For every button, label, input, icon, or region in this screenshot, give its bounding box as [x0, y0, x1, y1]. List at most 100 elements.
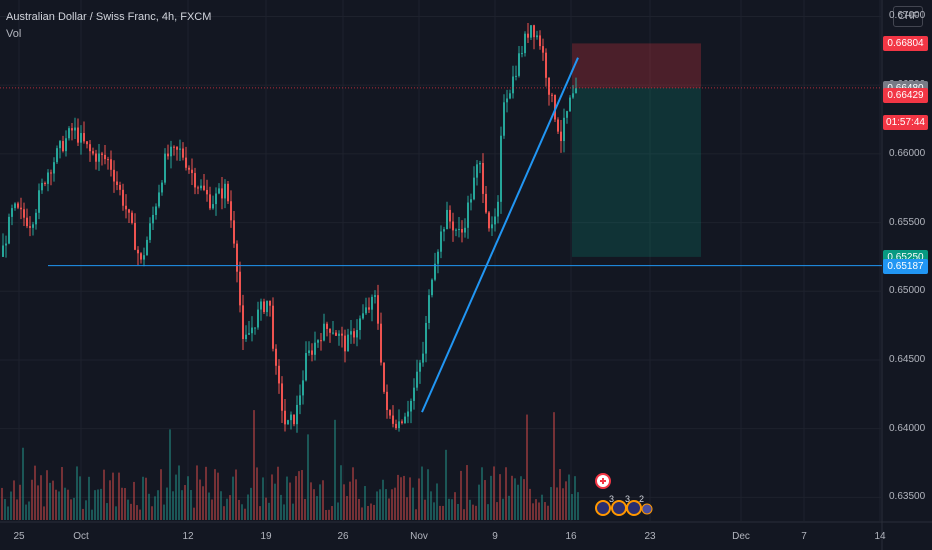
candle-body [425, 322, 427, 354]
candle-body [26, 217, 28, 227]
candle-body [41, 182, 43, 191]
candle-body [116, 181, 118, 185]
x-tick-label: 23 [644, 531, 656, 542]
volume-indicator-label[interactable]: Vol [6, 28, 22, 40]
volume-bar [169, 429, 171, 520]
volume-bar [241, 504, 243, 520]
candle-body [449, 209, 451, 222]
volume-bar [244, 508, 246, 520]
volume-bar [250, 487, 252, 520]
candle-body [74, 127, 76, 131]
volume-bar [574, 476, 576, 520]
candle-body [560, 131, 562, 142]
volume-bar [490, 475, 492, 520]
candle-body [356, 329, 358, 338]
volume-bar [226, 498, 228, 520]
candle-body [557, 119, 559, 132]
volume-bar [388, 498, 390, 520]
candle-body [299, 395, 301, 405]
candle-body [80, 133, 82, 143]
volume-bar [346, 496, 348, 520]
candle-body [530, 25, 532, 38]
volume-bar [97, 489, 99, 520]
volume-bar [64, 487, 66, 520]
candle-body [317, 340, 319, 343]
candle-body [260, 301, 262, 310]
candle-body [275, 348, 277, 366]
candle-body [539, 35, 541, 47]
volume-bar [358, 498, 360, 520]
candle-body [566, 111, 568, 118]
candle-body [38, 190, 40, 213]
candle-body [488, 212, 490, 229]
volume-bar [472, 504, 474, 520]
x-tick-label: 7 [801, 531, 807, 542]
candle-body [422, 353, 424, 363]
volume-bar [352, 467, 354, 520]
volume-bar [103, 469, 105, 520]
currency-button[interactable]: CHF [893, 6, 923, 27]
volume-bar [364, 486, 366, 520]
candle-body [119, 184, 121, 190]
candle-body [296, 404, 298, 425]
candle-body [101, 153, 103, 155]
candle-body [338, 333, 340, 336]
volume-bar [313, 489, 315, 520]
candle-body [200, 185, 202, 189]
volume-bar [259, 506, 261, 520]
volume-bar [22, 447, 24, 520]
y-tick-label: 0.66000 [889, 147, 926, 159]
volume-bar [331, 506, 333, 520]
candle-body [32, 224, 34, 228]
volume-bar [568, 474, 570, 520]
y-tick-label: 0.64000 [889, 422, 926, 434]
volume-bar [265, 497, 267, 520]
volume-bar [145, 477, 147, 520]
candle-body [68, 128, 70, 139]
volume-bar [529, 488, 531, 520]
volume-bar [343, 484, 345, 520]
volume-bar [154, 496, 156, 520]
candle-body [404, 416, 406, 424]
candle-body [254, 327, 256, 329]
volume-bar [550, 487, 552, 520]
volume-bar [439, 505, 441, 520]
candle-body [452, 221, 454, 231]
x-tick-label: 26 [337, 531, 349, 542]
candle-body [92, 151, 94, 154]
candle-body [170, 146, 172, 157]
candle-body [362, 313, 364, 319]
x-tick-label: Dec [732, 531, 750, 542]
volume-bar [211, 499, 213, 520]
candle-body [437, 251, 439, 264]
candle-body [236, 243, 238, 272]
volume-bar [556, 487, 558, 520]
volume-bar [514, 478, 516, 520]
volume-bar [400, 477, 402, 520]
candle-body [155, 206, 157, 215]
candle-body [245, 334, 247, 340]
volume-bar [205, 466, 207, 520]
candle-body [407, 411, 409, 417]
candle-body [71, 128, 73, 131]
candle-body [233, 220, 235, 244]
volume-bar [532, 503, 534, 520]
candle-body [137, 249, 139, 254]
volume-bar [430, 491, 432, 520]
volume-bar [442, 505, 444, 520]
price-axis-label: 0.65187 [883, 258, 928, 274]
volume-bar [274, 483, 276, 520]
volume-bar [142, 476, 144, 520]
volume-bar [43, 506, 45, 520]
volume-bar [304, 499, 306, 520]
candle-body [86, 141, 88, 145]
volume-bar [262, 477, 264, 520]
candle-body [242, 305, 244, 340]
candle-body [305, 353, 307, 381]
volume-bar [541, 494, 543, 520]
symbol-title[interactable]: Australian Dollar / Swiss Franc, 4h, FXC… [6, 11, 212, 23]
volume-bar [391, 489, 393, 520]
stop-loss-zone [572, 43, 701, 88]
volume-bar [73, 497, 75, 520]
